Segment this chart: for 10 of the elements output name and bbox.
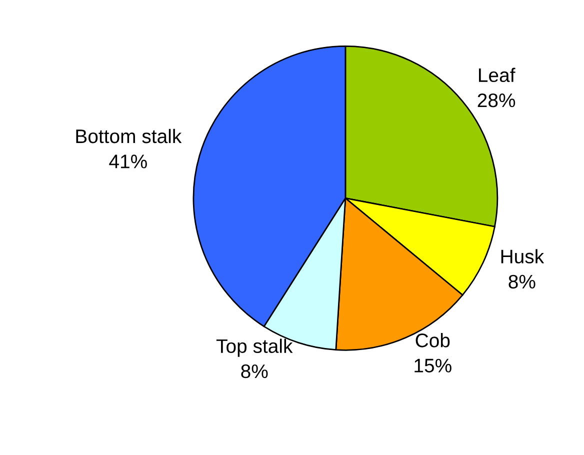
data-label: 8%	[508, 274, 536, 289]
data-label: 41%	[109, 154, 147, 168]
data-label: 8%	[241, 364, 268, 378]
slice-label: Cob	[416, 333, 450, 348]
slice-label: Bottom stalk	[76, 128, 182, 144]
slice-label: Top stalk	[216, 338, 293, 357]
slice-label: Husk	[501, 249, 544, 264]
slice-label: Leaf	[478, 68, 516, 82]
data-label: 15%	[414, 358, 452, 372]
data-label: 28%	[478, 93, 516, 108]
